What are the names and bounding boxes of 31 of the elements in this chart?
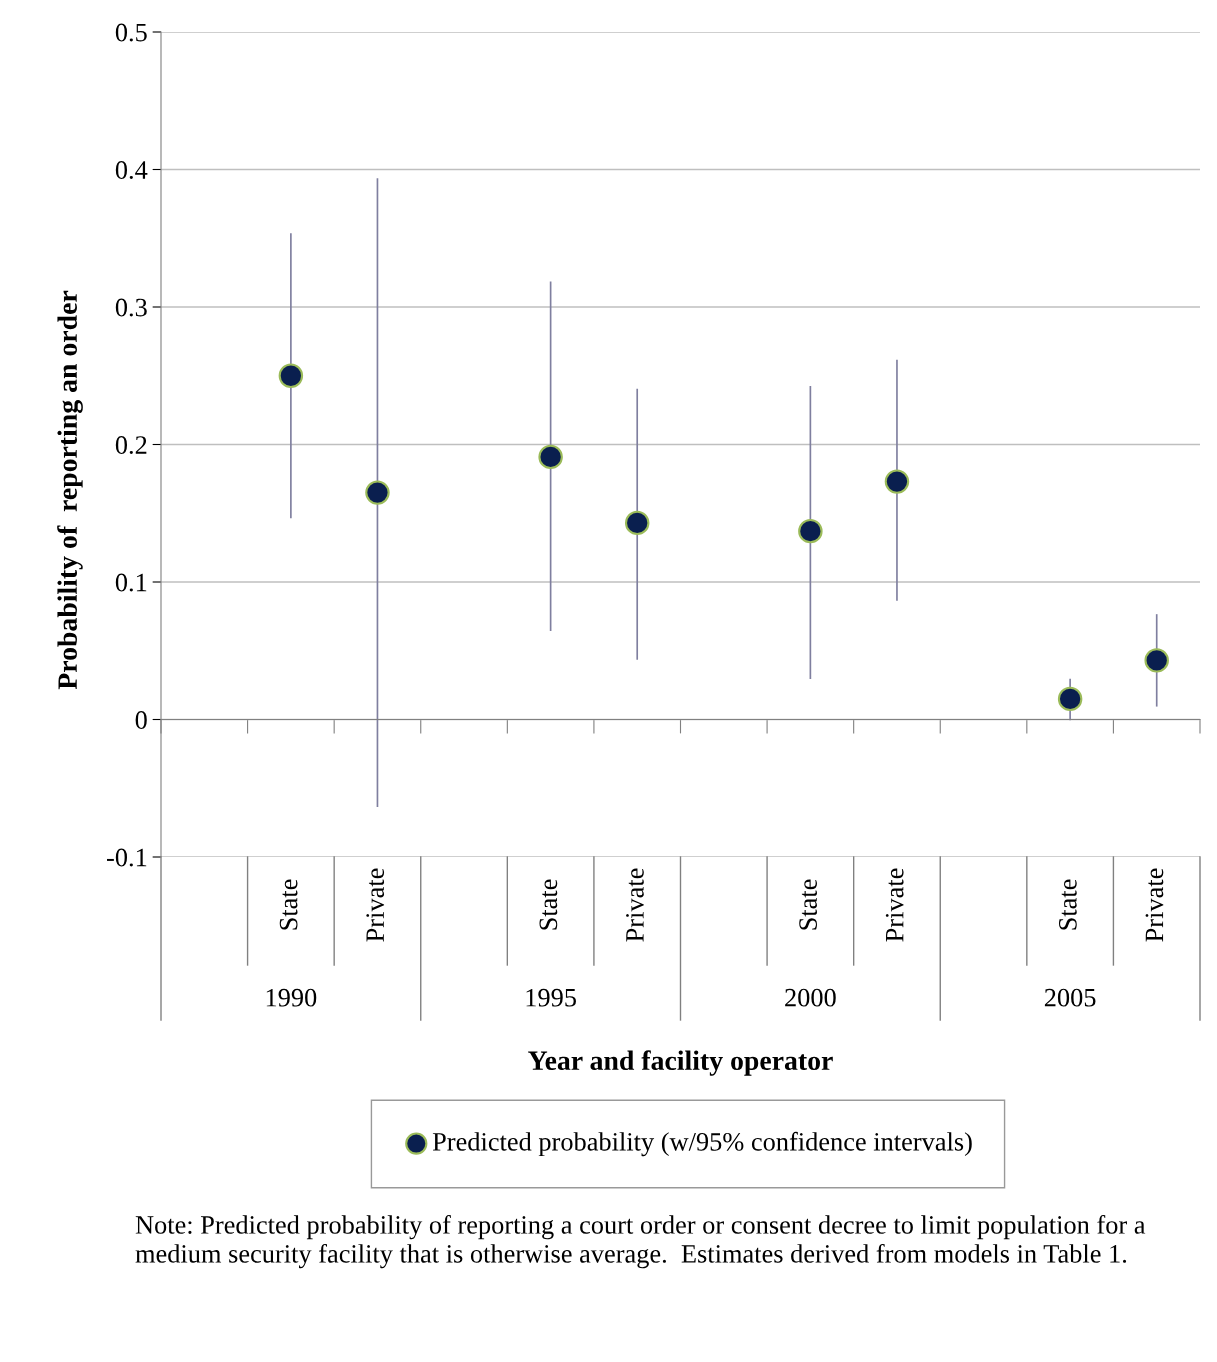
y-axis-title: Probability of reporting an order <box>57 290 83 690</box>
y-tick-label: 0.2 <box>115 436 147 455</box>
x-tick-label: Private <box>626 868 644 942</box>
text: 2005 <box>1044 988 1096 1007</box>
x-tick-label: Private <box>885 868 904 942</box>
x-tick-label: State <box>279 879 298 930</box>
y-tick-label: 0.3 <box>115 298 147 317</box>
point <box>278 363 304 388</box>
legend-label: Predicted probability (w/95% confidence intervals) <box>432 1131 972 1157</box>
text: 1990 <box>266 988 317 1007</box>
point <box>884 469 910 494</box>
x-tick-label: State <box>539 879 558 930</box>
x-axis-title: Year and facility operator <box>528 1050 833 1076</box>
point <box>798 518 823 544</box>
y-tick-label: 0.5 <box>115 23 147 42</box>
text: 1995 <box>526 988 576 1007</box>
text: Note: Predicted probability of reporting a court order or consent decree to limit population for a medium security facility that is otherwise average. Estimates derived from models in Table 1. <box>135 1215 1146 1269</box>
text: 2000 <box>785 988 836 1007</box>
point <box>365 480 390 505</box>
x-tick-label: State <box>1059 879 1077 930</box>
y-tick-label: 0.4 <box>115 161 148 180</box>
point <box>1057 686 1083 712</box>
x-tick-label: State <box>799 879 817 930</box>
point <box>624 510 650 536</box>
x-tick-label: Private <box>1145 868 1164 942</box>
y-tick-label: 0 <box>135 711 147 729</box>
point <box>538 444 563 470</box>
point <box>1144 648 1169 673</box>
x-tick-label: Private <box>366 868 385 942</box>
y-tick-label: 0.1 <box>115 573 147 592</box>
y-tick-label: -0.1 <box>107 848 147 867</box>
